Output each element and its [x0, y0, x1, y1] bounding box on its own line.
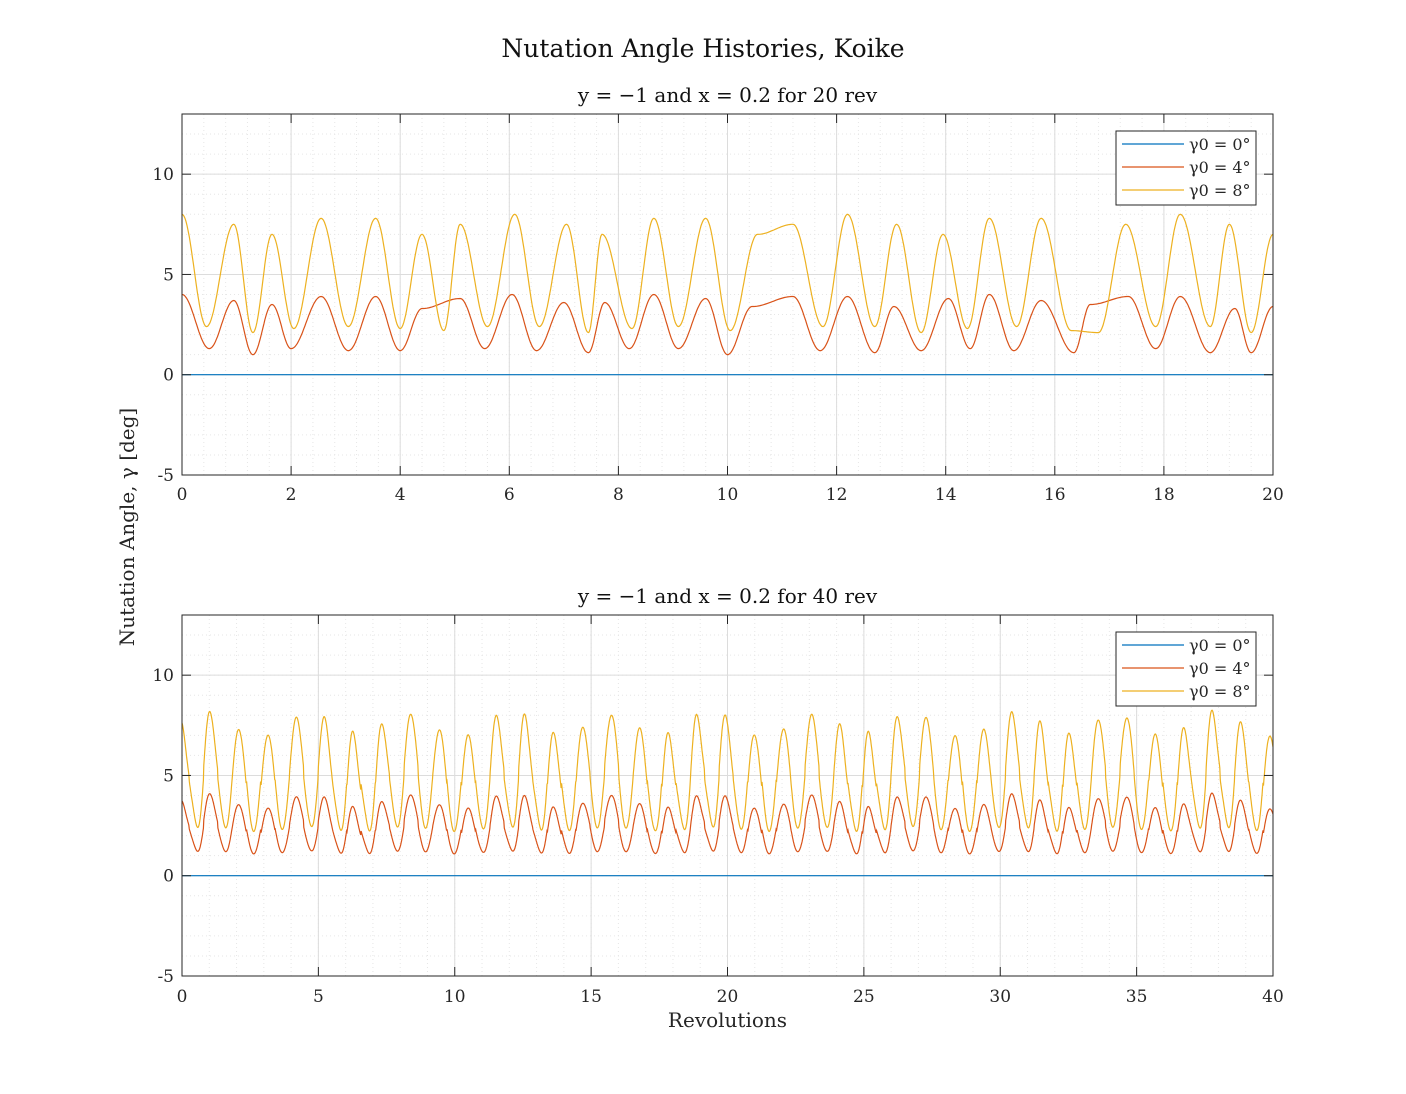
y-tick-label: -5 [157, 967, 174, 987]
legend-label: γ0 = 8° [1189, 682, 1251, 701]
x-tick-label: 10 [444, 987, 466, 1007]
x-tick-label: 35 [1126, 987, 1148, 1007]
x-tick-label: 0 [177, 987, 188, 1007]
x-tick-label: 40 [1262, 987, 1284, 1007]
subplot-title: y = −1 and x = 0.2 for 40 rev [577, 584, 878, 608]
x-tick-label: 15 [580, 987, 602, 1007]
y-tick-label: 5 [163, 766, 174, 786]
x-tick-label: 20 [717, 987, 739, 1007]
x-tick-label: 25 [853, 987, 875, 1007]
y-tick-label: 0 [163, 867, 174, 887]
y-tick-label: 10 [152, 666, 174, 686]
x-tick-label: 5 [313, 987, 324, 1007]
legend: γ0 = 0° γ0 = 4° γ0 = 8° [1116, 632, 1256, 706]
legend-label: γ0 = 0° [1189, 636, 1251, 655]
x-axis-label: Revolutions [668, 1008, 787, 1032]
x-tick-label: 30 [989, 987, 1011, 1007]
legend-label: γ0 = 4° [1189, 659, 1251, 678]
